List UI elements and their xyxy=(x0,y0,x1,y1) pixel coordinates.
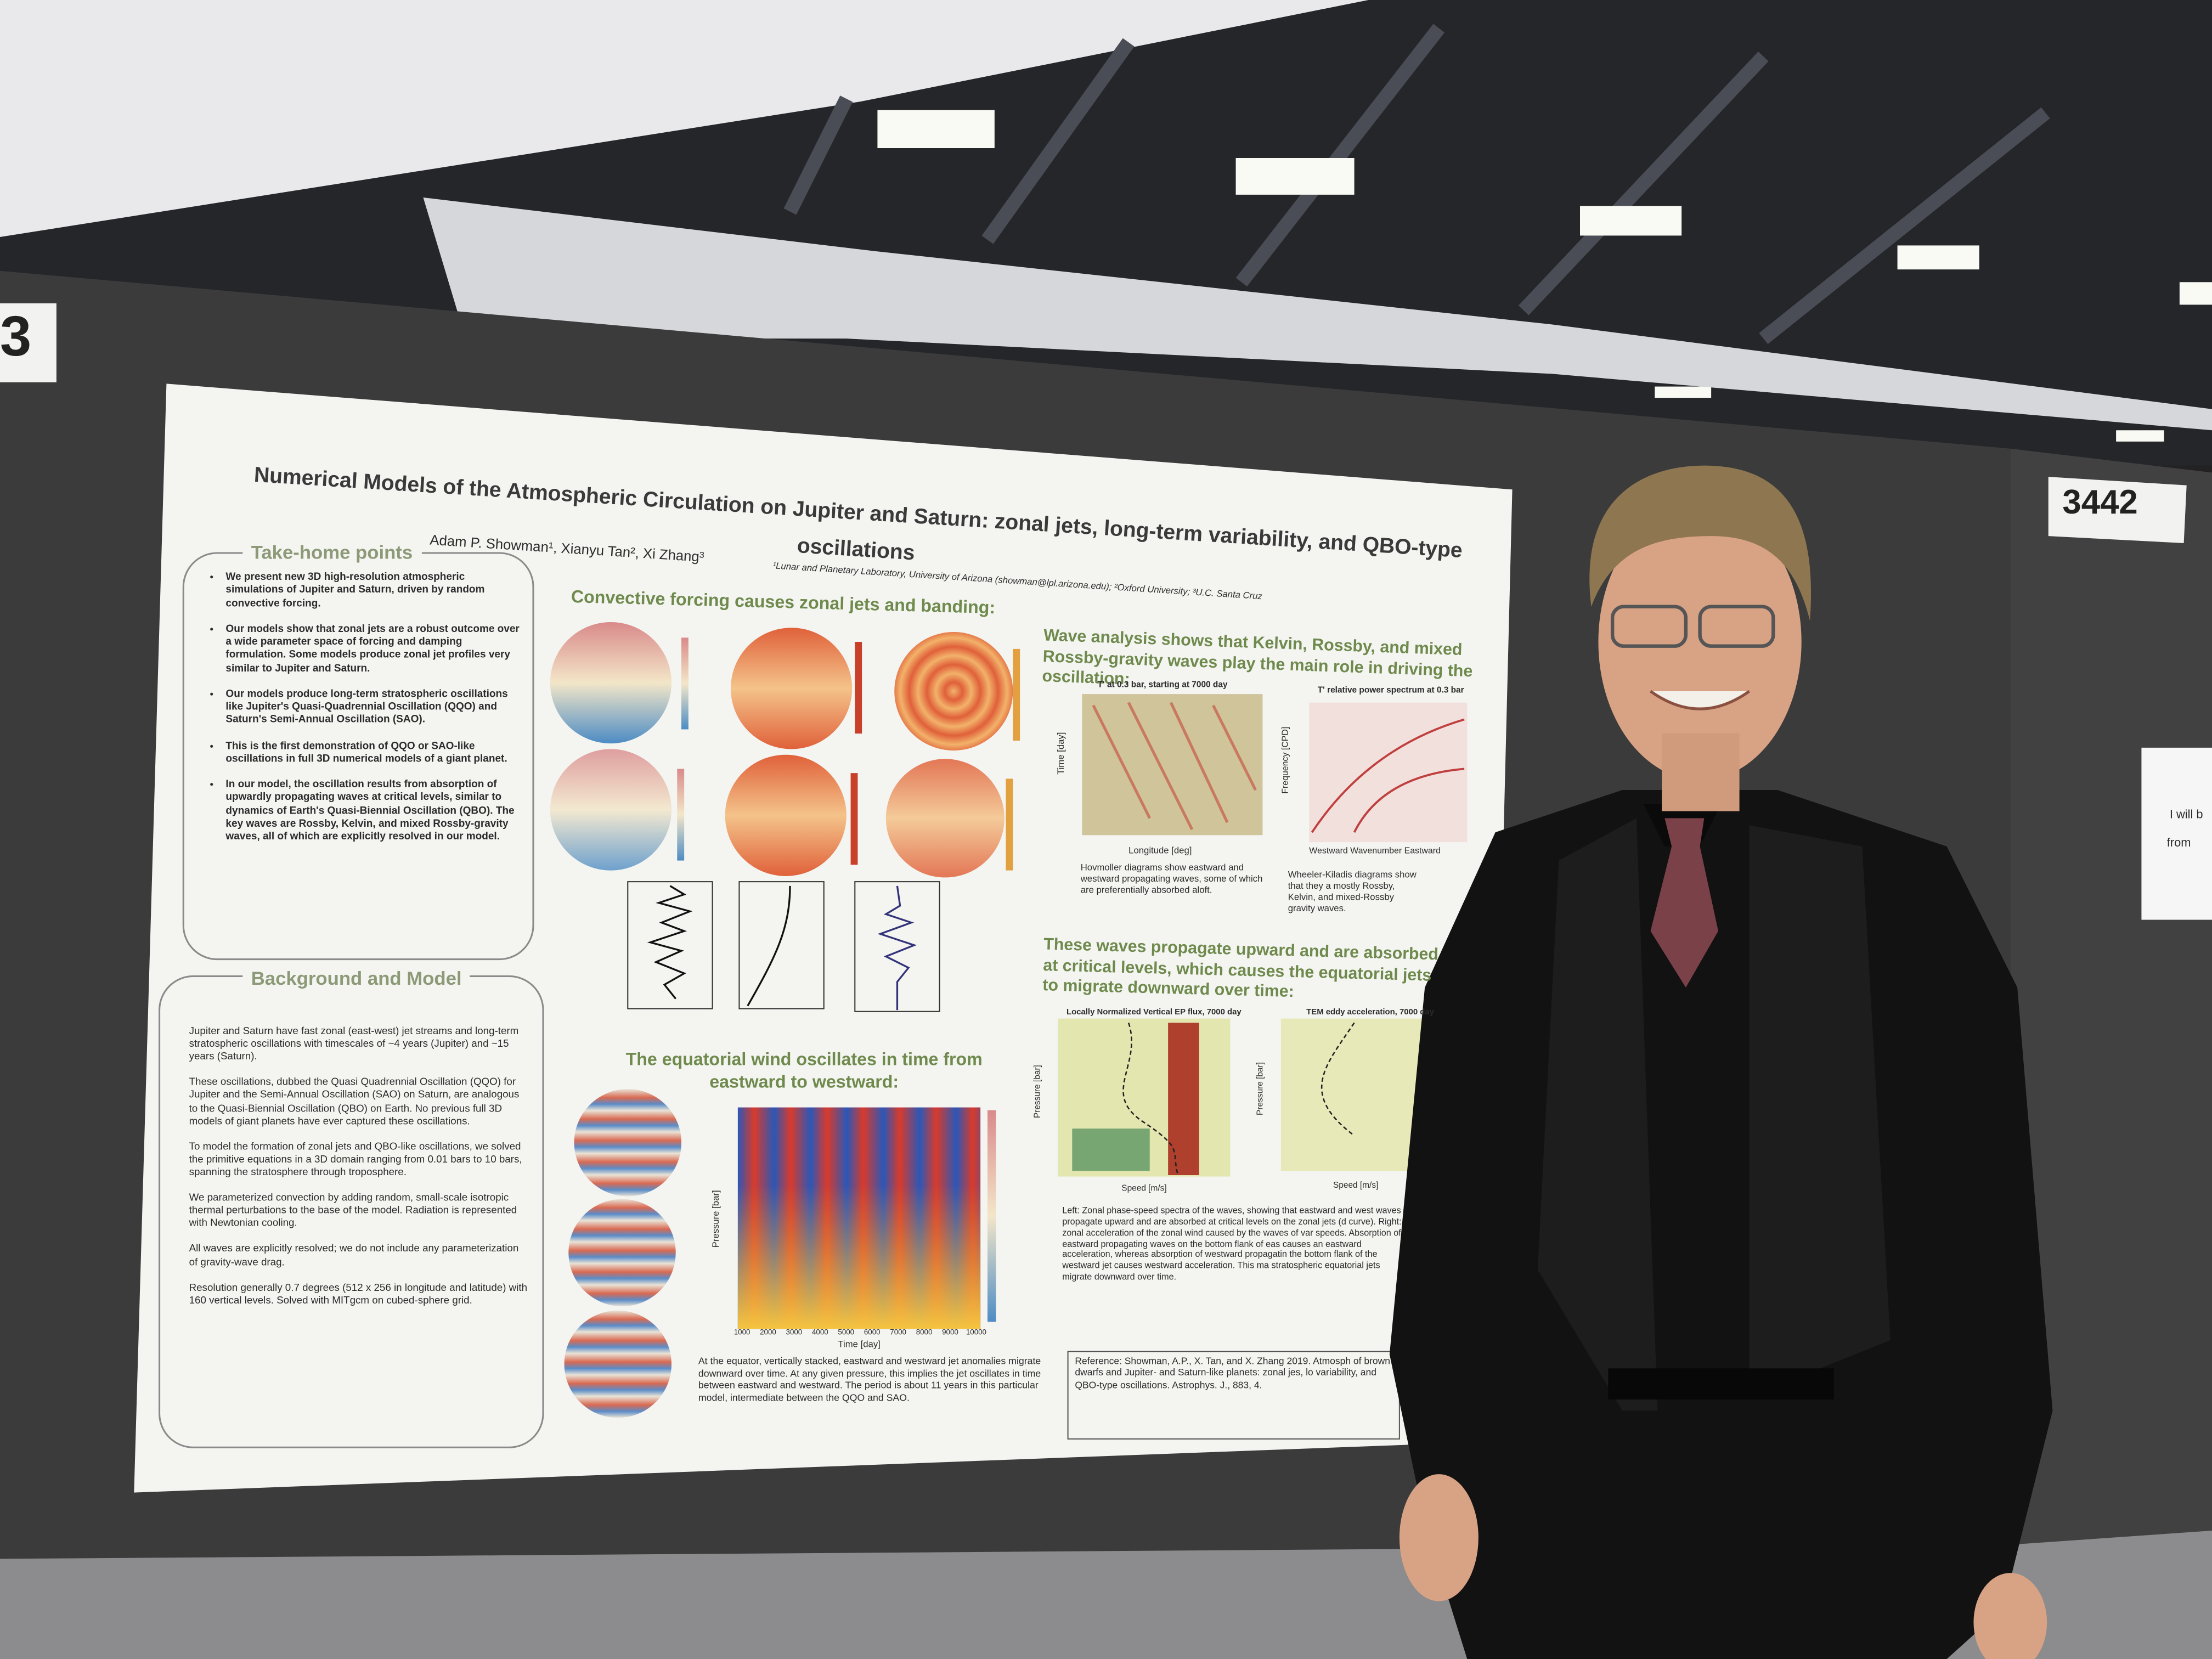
section-heading: These waves propagate upward and are abs… xyxy=(1042,934,1439,1002)
background-text: Jupiter and Saturn have fast zonal (east… xyxy=(189,1024,528,1319)
sign-text: from xyxy=(2166,835,2191,849)
tick-label: 4000 xyxy=(811,1329,828,1338)
caption: Wheeler-Kiladis diagrams show that they … xyxy=(1288,870,1417,915)
tick-label: 6000 xyxy=(864,1329,881,1338)
overhead-structure xyxy=(423,198,2212,431)
booth-number: 3 xyxy=(0,306,32,369)
axis-label: Time [day] xyxy=(838,1340,881,1350)
wall xyxy=(0,0,1369,237)
booth-number: 3442 xyxy=(2062,484,2138,522)
tick-label: 7000 xyxy=(890,1329,906,1338)
tick-label: 3000 xyxy=(786,1329,803,1338)
caption: At the equator, vertically stacked, east… xyxy=(698,1357,1041,1404)
section-heading: Take-home points xyxy=(242,541,421,566)
sign-text: I will b xyxy=(2169,806,2203,821)
plot-title: T' relative power spectrum at 0.3 bar xyxy=(1317,687,1464,696)
plot-title: TEM eddy acceleration, 7000 day xyxy=(1306,1008,1434,1017)
axis-label: Westward Wavenumber Eastward xyxy=(1309,846,1441,856)
bullet: In our model, the oscillation results fr… xyxy=(225,777,522,843)
axis-label: Speed [m/s] xyxy=(1121,1185,1167,1194)
axis-label: Pressure [bar] xyxy=(1257,1062,1266,1115)
caption: Hovmoller diagrams show eastward and wes… xyxy=(1080,863,1263,896)
tick-label: 1000 xyxy=(733,1329,751,1338)
tick-label: 10000 xyxy=(966,1329,986,1338)
paragraph: We parameterized convection by adding ra… xyxy=(189,1190,517,1229)
axis-label: Time [day] xyxy=(1056,732,1066,775)
section-heading: Background and Model xyxy=(242,968,470,992)
sign xyxy=(2141,747,2212,920)
paragraph: These oscillations, dubbed the Quasi Qua… xyxy=(189,1075,520,1127)
tick-label: 2000 xyxy=(760,1329,776,1338)
bullet-list: We present new 3D high-resolution atmosp… xyxy=(212,570,522,843)
axis-label: Pressure [bar] xyxy=(711,1190,721,1248)
side-board xyxy=(2010,448,2212,1545)
paragraph: Jupiter and Saturn have fast zonal (east… xyxy=(189,1024,519,1063)
plot-title: Locally Normalized Vertical EP flux, 700… xyxy=(1066,1008,1242,1017)
tick-label: 9000 xyxy=(942,1329,958,1338)
caption: Left: Zonal phase-speed spectra of the w… xyxy=(1062,1206,1402,1283)
axis-label: Pressure [bar] xyxy=(1034,1065,1043,1119)
beams xyxy=(783,24,2050,345)
reference: Reference: Showman, A.P., X. Tan, and X.… xyxy=(1075,1357,1390,1391)
bullet: Our models produce long-term stratospher… xyxy=(225,687,522,726)
paragraph: To model the formation of zonal jets and… xyxy=(189,1139,522,1178)
axis-label: Longitude [deg] xyxy=(1128,846,1192,856)
takehome-points: We present new 3D high-resolution atmosp… xyxy=(212,570,522,855)
booth-card xyxy=(0,303,57,382)
bullet: We present new 3D high-resolution atmosp… xyxy=(225,570,522,609)
bullet: This is the first demonstration of QQO o… xyxy=(225,738,522,765)
booth-card xyxy=(2048,477,2187,543)
bullet: Our models show that zonal jets are a ro… xyxy=(225,622,522,674)
axis-label: Speed [m/s] xyxy=(1333,1182,1379,1191)
axis-label: Frequency [CPD] xyxy=(1280,726,1291,794)
poster xyxy=(134,383,1513,1493)
person xyxy=(1389,465,2053,1659)
tick-label: 5000 xyxy=(838,1329,855,1338)
paragraph: All waves are explicitly resolved; we do… xyxy=(189,1242,519,1268)
tick-label: 8000 xyxy=(916,1329,933,1338)
plot-title: T' at 0.3 bar, starting at 7000 day xyxy=(1097,681,1228,690)
section-heading: The equatorial wind oscillates in time f… xyxy=(625,1049,983,1092)
paragraph: Resolution generally 0.7 degrees (512 x … xyxy=(189,1280,528,1306)
figure xyxy=(550,622,1468,1440)
